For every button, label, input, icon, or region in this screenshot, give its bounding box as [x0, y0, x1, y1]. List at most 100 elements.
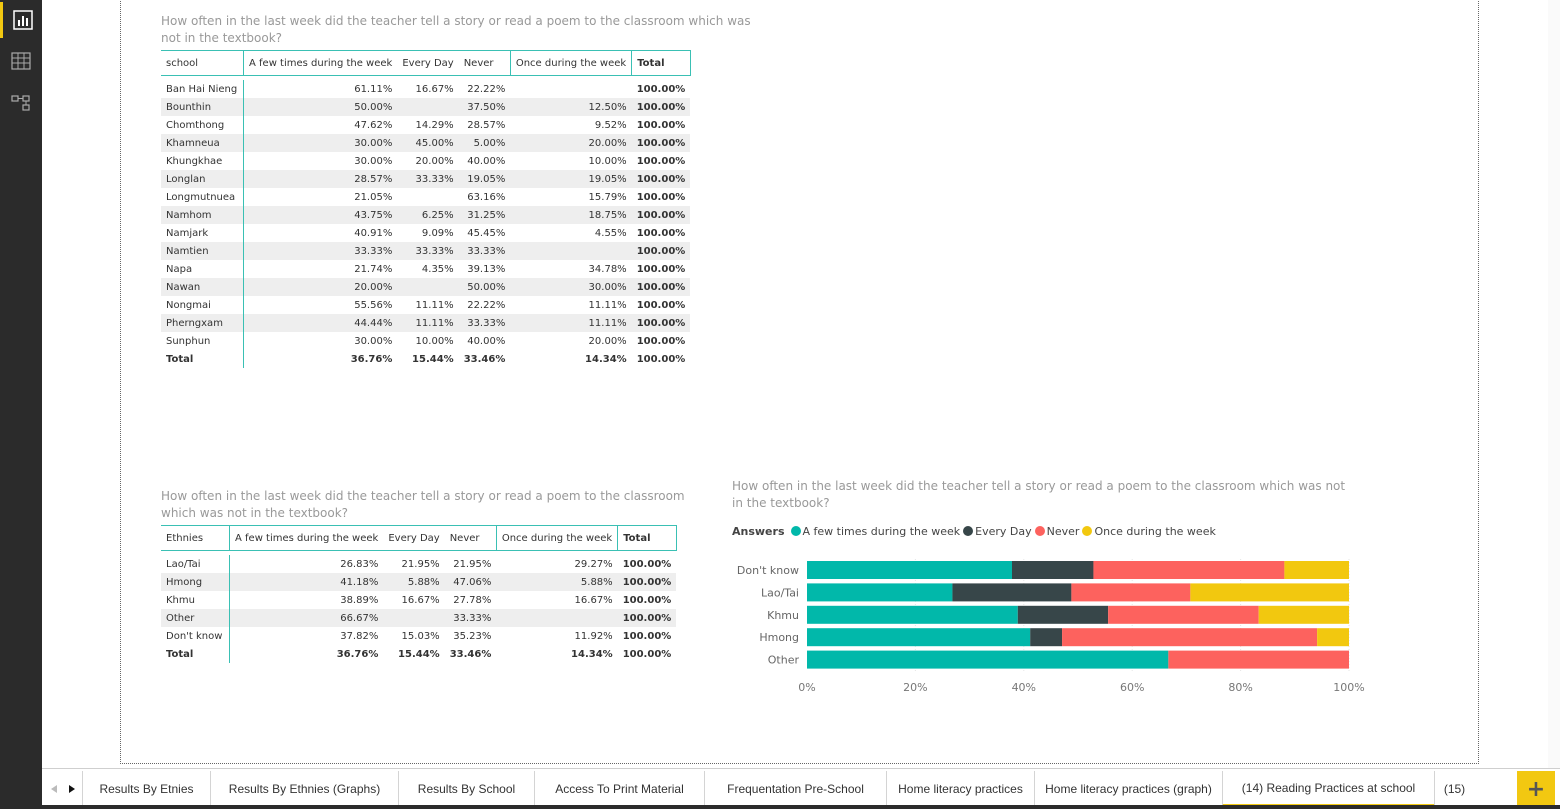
table-row[interactable]: Pherngxam 44.44% 11.11% 33.33% 11.11% 100.00%	[161, 314, 691, 332]
value-cell: 100.00%	[636, 155, 686, 167]
table-row[interactable]: Nawan 20.00% 50.00% 30.00% 100.00%	[161, 278, 691, 296]
table-row[interactable]: Hmong 41.18% 5.88% 47.06% 5.88% 100.00%	[161, 573, 677, 591]
vertical-scrollbar[interactable]	[1548, 0, 1560, 768]
value-cell: 34.78%	[588, 263, 627, 275]
page-tab[interactable]: Home literacy practices (graph)	[1034, 771, 1222, 807]
total-row[interactable]: Total 36.76% 15.44% 33.46% 14.34% 100.00%	[161, 645, 676, 663]
page-tab[interactable]: Results By Ethnies (Graphs)	[210, 771, 398, 807]
table-header-row: Ethnies A few times during the week Ever…	[161, 525, 677, 551]
bar-segment[interactable]	[1011, 561, 1094, 579]
bar-segment[interactable]	[952, 583, 1072, 602]
column-header-total[interactable]: Total	[617, 525, 677, 551]
column-header-every-day[interactable]: Every Day	[397, 50, 459, 76]
row-header-cell: Nawan	[161, 278, 244, 296]
page-tab[interactable]: (15)	[1434, 771, 1474, 807]
row-header-cell: Khungkhae	[161, 152, 244, 170]
bar-segment[interactable]	[1071, 583, 1191, 602]
bar-segment[interactable]	[807, 583, 953, 602]
column-header-school[interactable]: school	[161, 50, 244, 76]
bar-segment[interactable]	[1017, 605, 1109, 624]
legend-marker-icon	[1034, 526, 1045, 536]
tab-scroll-right-button[interactable]	[62, 773, 82, 805]
value-cell: 41.18%	[229, 573, 384, 591]
data-view-button[interactable]	[0, 43, 42, 79]
row-header-cell: Namhom	[161, 206, 244, 224]
bar-segment[interactable]	[807, 650, 1169, 669]
table-row[interactable]: Other 66.67% 33.33% 100.00%	[161, 609, 677, 627]
table-row[interactable]: Namhom 43.75% 6.25% 31.25% 18.75% 100.00%	[161, 206, 691, 224]
row-header-cell: Longlan	[161, 170, 244, 188]
table-row[interactable]: Lao/Tai 26.83% 21.95% 21.95% 29.27% 100.00%	[161, 555, 676, 573]
table-row[interactable]: Nongmai 55.56% 11.11% 22.22% 11.11% 100.00%	[161, 296, 690, 314]
bar-segment[interactable]	[1190, 583, 1349, 602]
page-tab[interactable]: (14) Reading Practices at school	[1222, 771, 1434, 807]
page-tab[interactable]: Access To Print Material	[534, 771, 704, 807]
value-cell: 21.05%	[354, 191, 393, 203]
table-row[interactable]: Ban Hai Nieng 61.11% 16.67% 22.22% 100.00%	[161, 80, 690, 98]
bar-segment[interactable]	[807, 605, 1018, 624]
bar-segment[interactable]	[1284, 561, 1349, 579]
table-row[interactable]: Khmu 38.89% 16.67% 27.78% 16.67% 100.00%	[161, 591, 676, 609]
report-view-button[interactable]	[0, 2, 42, 38]
row-header-cell: Don't know	[161, 627, 230, 645]
column-header-few-times[interactable]: A few times during the week	[229, 525, 384, 551]
bar-segment[interactable]	[807, 628, 1031, 647]
table-row[interactable]: Longlan 28.57% 33.33% 19.05% 19.05% 100.00%	[161, 170, 691, 188]
bar-segment[interactable]	[1030, 628, 1063, 647]
legend-item[interactable]: A few times during the week	[790, 525, 960, 538]
table-row[interactable]: Bounthin 50.00% 37.50% 12.50% 100.00%	[161, 98, 691, 116]
bar-segment[interactable]	[1317, 628, 1349, 647]
table-row[interactable]: Longmutnuea 21.05% 63.16% 15.79% 100.00%	[161, 188, 690, 206]
bar-segment[interactable]	[1168, 650, 1349, 669]
page-tab-label: Frequentation Pre-School	[727, 782, 864, 796]
table-row[interactable]: Khungkhae 30.00% 20.00% 40.00% 10.00% 100.00%	[161, 152, 690, 170]
tab-scroll-left-button[interactable]	[44, 773, 64, 805]
value-cell: 31.25%	[458, 206, 511, 224]
school-matrix-table[interactable]: school A few times during the week Every…	[161, 50, 691, 368]
add-page-button[interactable]: +	[1517, 771, 1555, 807]
page-tab[interactable]: Results By Etnies	[82, 771, 210, 807]
value-cell: 21.74%	[354, 263, 393, 275]
table-row[interactable]: Khamneua 30.00% 45.00% 5.00% 20.00% 100.00%	[161, 134, 691, 152]
column-header-every-day[interactable]: Every Day	[383, 525, 445, 551]
column-header-few-times[interactable]: A few times during the week	[243, 50, 398, 76]
table-row[interactable]: Namjark 40.91% 9.09% 45.45% 4.55% 100.00%	[161, 224, 690, 242]
value-cell: 44.44%	[243, 314, 398, 332]
relationships-view-button[interactable]	[0, 85, 42, 121]
ethnies-matrix-table[interactable]: Ethnies A few times during the week Ever…	[161, 525, 677, 663]
bar-segment[interactable]	[1258, 605, 1350, 624]
value-cell: 100.00%	[631, 314, 691, 332]
column-header-total[interactable]: Total	[631, 50, 691, 76]
column-header-once[interactable]: Once during the week	[509, 50, 632, 76]
x-tick-label: 40%	[1012, 681, 1036, 694]
row-header-cell: Chomthong	[161, 116, 244, 134]
chevron-right-icon	[69, 785, 75, 793]
stacked-bar-chart[interactable]: 0% 20% 40% 60% 80% 100% Don't know Lao/Tai Khmu H…	[727, 545, 1367, 705]
bar-segment[interactable]	[1062, 628, 1318, 647]
column-header-never[interactable]: Never	[444, 525, 497, 551]
table-row[interactable]: Napa 21.74% 4.35% 39.13% 34.78% 100.00%	[161, 260, 690, 278]
x-tick-label: 20%	[903, 681, 927, 694]
column-header-never[interactable]: Never	[458, 50, 511, 76]
legend-item[interactable]: Never	[1034, 525, 1079, 538]
value-cell	[496, 609, 618, 627]
bar-segment[interactable]	[807, 561, 1012, 579]
page-tab[interactable]: Frequentation Pre-School	[704, 771, 886, 807]
row-header-cell: Bounthin	[161, 98, 244, 116]
legend-item[interactable]: Every Day	[963, 525, 1032, 538]
table-row[interactable]: Namtien 33.33% 33.33% 33.33% 100.00%	[161, 242, 691, 260]
column-header-ethnies[interactable]: Ethnies	[161, 525, 230, 551]
table-row[interactable]: Don't know 37.82% 15.03% 35.23% 11.92% 100.00…	[161, 627, 676, 645]
table-row[interactable]: Chomthong 47.62% 14.29% 28.57% 9.52% 100.00%	[161, 116, 690, 134]
bar-segment[interactable]	[1108, 605, 1259, 624]
page-tab[interactable]: Home literacy practices	[886, 771, 1034, 807]
table-row[interactable]: Sunphun 30.00% 10.00% 40.00% 20.00% 100.00%	[161, 332, 690, 350]
total-row[interactable]: Total 36.76% 15.44% 33.46% 14.34% 100.00%	[161, 350, 690, 368]
column-header-once[interactable]: Once during the week	[495, 525, 618, 551]
total-value-cell: 15.44%	[412, 353, 454, 365]
chart-legend[interactable]: Answers A few times during the week Every…	[732, 523, 1219, 539]
legend-item[interactable]: Once during the week	[1082, 525, 1216, 538]
bar-segment[interactable]	[1093, 561, 1285, 579]
value-cell: 27.78%	[453, 594, 492, 606]
page-tab[interactable]: Results By School	[398, 771, 534, 807]
